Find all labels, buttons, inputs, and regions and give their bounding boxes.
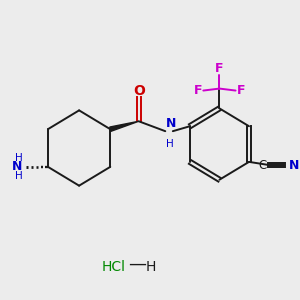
Text: F: F — [236, 84, 245, 97]
Text: C: C — [259, 159, 267, 172]
Text: F: F — [194, 84, 203, 97]
Text: N: N — [166, 117, 177, 130]
Text: O: O — [133, 84, 145, 98]
Text: H: H — [146, 260, 156, 274]
Text: F: F — [215, 62, 224, 75]
Text: N: N — [289, 159, 299, 172]
Text: —: — — [128, 255, 146, 273]
Text: HCl: HCl — [101, 260, 125, 274]
Polygon shape — [110, 121, 139, 131]
Text: N: N — [12, 160, 22, 173]
Text: H: H — [166, 139, 174, 149]
Text: H: H — [15, 153, 22, 163]
Text: H: H — [15, 171, 22, 181]
